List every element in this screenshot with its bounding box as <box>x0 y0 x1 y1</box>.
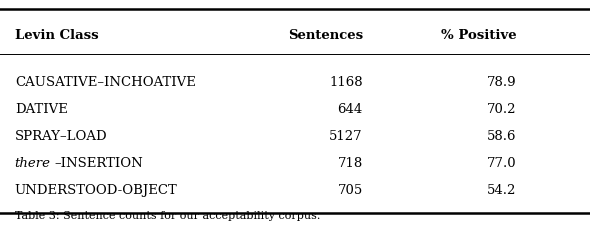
Text: 718: 718 <box>337 157 363 170</box>
Text: Sentences: Sentences <box>288 28 363 41</box>
Text: % Positive: % Positive <box>441 28 516 41</box>
Text: CAUSATIVE–INCHOATIVE: CAUSATIVE–INCHOATIVE <box>15 76 196 89</box>
Text: Table 3: Sentence counts for our acceptability corpus.: Table 3: Sentence counts for our accepta… <box>15 211 320 220</box>
Text: 644: 644 <box>337 103 363 116</box>
Text: UNDERSTOOD-OBJECT: UNDERSTOOD-OBJECT <box>15 184 178 197</box>
Text: there: there <box>15 157 51 170</box>
Text: 77.0: 77.0 <box>487 157 516 170</box>
Text: 58.6: 58.6 <box>487 130 516 143</box>
Text: 70.2: 70.2 <box>487 103 516 116</box>
Text: DATIVE: DATIVE <box>15 103 68 116</box>
Text: 1168: 1168 <box>329 76 363 89</box>
Text: 78.9: 78.9 <box>487 76 516 89</box>
Text: SPRAY–LOAD: SPRAY–LOAD <box>15 130 107 143</box>
Text: 54.2: 54.2 <box>487 184 516 197</box>
Text: Levin Class: Levin Class <box>15 28 99 41</box>
Text: 5127: 5127 <box>329 130 363 143</box>
Text: 705: 705 <box>337 184 363 197</box>
Text: –INSERTION: –INSERTION <box>55 157 143 170</box>
